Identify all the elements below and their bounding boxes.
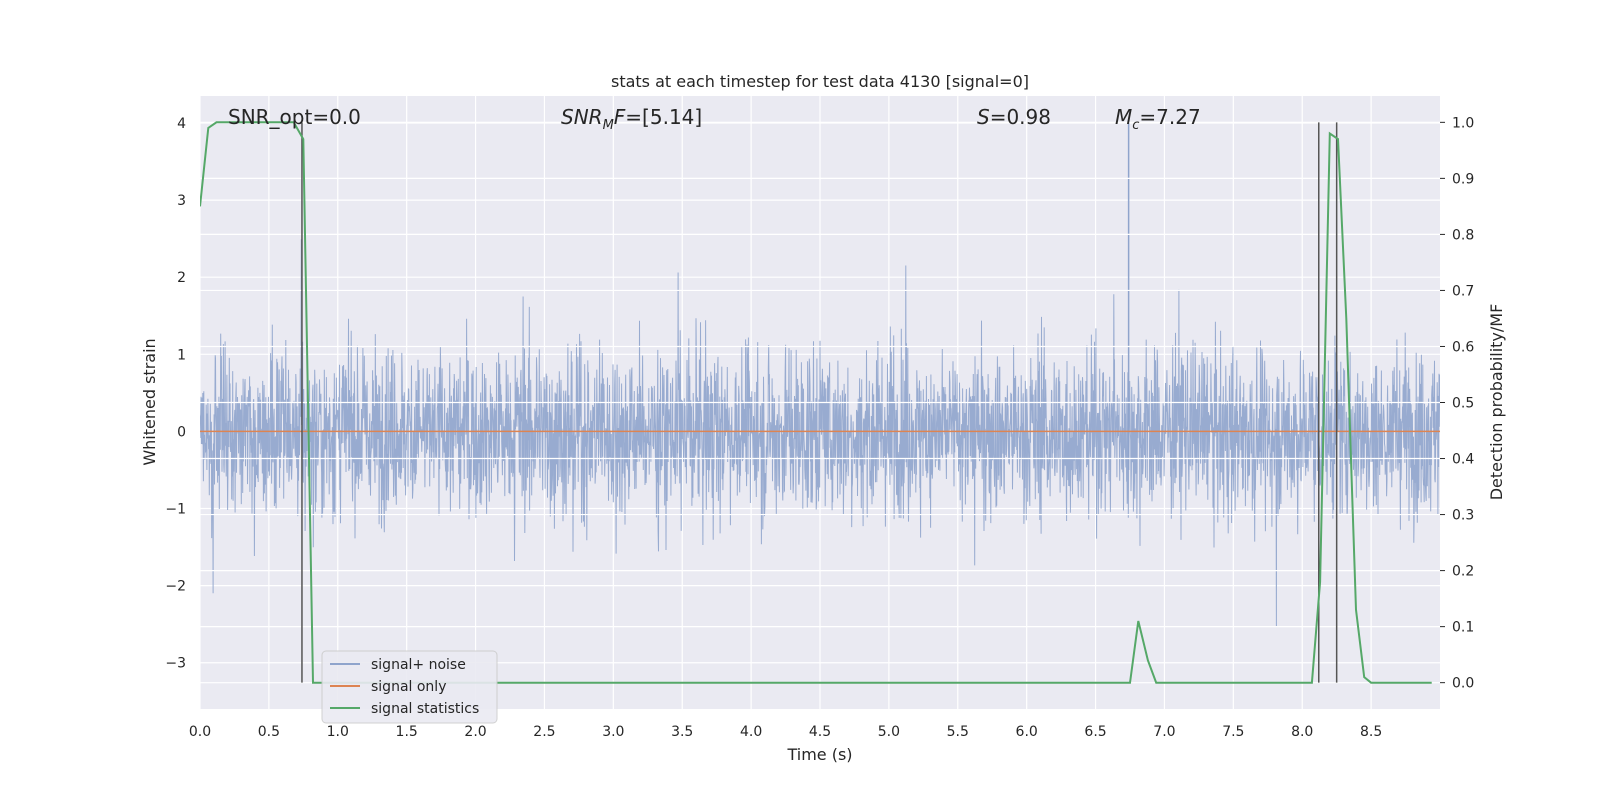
x-axis-label: Time (s) [786,745,852,764]
y-right-tick-label: 0.6 [1452,339,1474,355]
x-tick-label: 4.5 [809,724,831,740]
x-tick-label: 2.5 [533,724,555,740]
y-right-tick-label: 0.2 [1452,564,1474,580]
y-right-tick-label: 1.0 [1452,115,1474,131]
annotation-s: S=0.98 [977,105,1051,129]
legend-label-signal-only: signal only [371,679,446,695]
x-tick-label: 0.0 [189,724,211,740]
y-right-tick-label: 0.0 [1452,676,1474,692]
x-tick-label: 4.0 [740,724,762,740]
y-left-tick-label: 2 [177,270,186,286]
y-left-tick-label: 3 [177,193,186,209]
y-right-tick-labels: 1.0 0.9 0.8 0.7 0.6 0.5 0.4 0.3 0.2 0.1 0.0 [1440,115,1474,692]
x-tick-label: 0.5 [258,724,280,740]
y-right-tick-label: 0.3 [1452,508,1474,524]
x-tick-label: 6.0 [1016,724,1038,740]
x-tick-label: 2.0 [464,724,486,740]
x-tick-label: 5.0 [878,724,900,740]
x-tick-labels: 0.0 0.5 1.0 1.5 2.0 2.5 3.0 3.5 4.0 4.5 5.0 5.5 6.0 6… [189,724,1382,740]
legend: signal+ noise signal only signal statist… [321,650,498,724]
x-tick-label: 1.5 [396,724,418,740]
y-left-tick-label: −2 [165,579,186,595]
x-tick-label: 8.0 [1291,724,1313,740]
x-tick-label: 3.0 [602,724,624,740]
chart-title: stats at each timestep for test data 413… [611,72,1029,91]
x-tick-label: 7.0 [1153,724,1175,740]
y-right-tick-label: 0.4 [1452,452,1474,468]
y-right-axis-label: Detection probability/MF [1487,304,1506,501]
y-left-tick-labels: 4 3 2 1 0 −1 −2 −3 [165,116,186,672]
x-tick-label: 8.5 [1360,724,1382,740]
y-right-tick-label: 0.7 [1452,283,1474,299]
x-tick-label: 7.5 [1222,724,1244,740]
y-right-tick-label: 0.9 [1452,171,1474,187]
x-tick-label: 3.5 [671,724,693,740]
legend-box [321,650,498,724]
annotation-snr-mf: SNRMF=[5.14] [561,105,702,133]
legend-label-statistics: signal statistics [371,701,479,717]
y-left-tick-label: −3 [165,656,186,672]
y-right-tick-label: 0.1 [1452,620,1474,636]
y-left-axis-label: Whitened strain [140,338,159,465]
y-left-tick-label: −1 [165,502,186,518]
y-right-tick-label: 0.8 [1452,227,1474,243]
annotation-snr-opt: SNR_opt=0.0 [228,105,361,129]
signal-statistics-line [200,121,1432,684]
y-left-tick-label: 4 [177,116,186,132]
signal-noise-series [200,122,1440,627]
signal-noise-line [200,239,1440,627]
y-right-tick-label: 0.5 [1452,396,1474,412]
x-tick-label: 1.0 [327,724,349,740]
annotation-mc: Mc=7.27 [1115,105,1201,133]
y-left-tick-label: 0 [177,424,186,440]
legend-label-noise: signal+ noise [371,657,466,673]
signal-statistics-series [200,121,1432,684]
x-tick-label: 6.5 [1084,724,1106,740]
y-left-tick-label: 1 [177,347,186,363]
x-tick-label: 5.5 [947,724,969,740]
